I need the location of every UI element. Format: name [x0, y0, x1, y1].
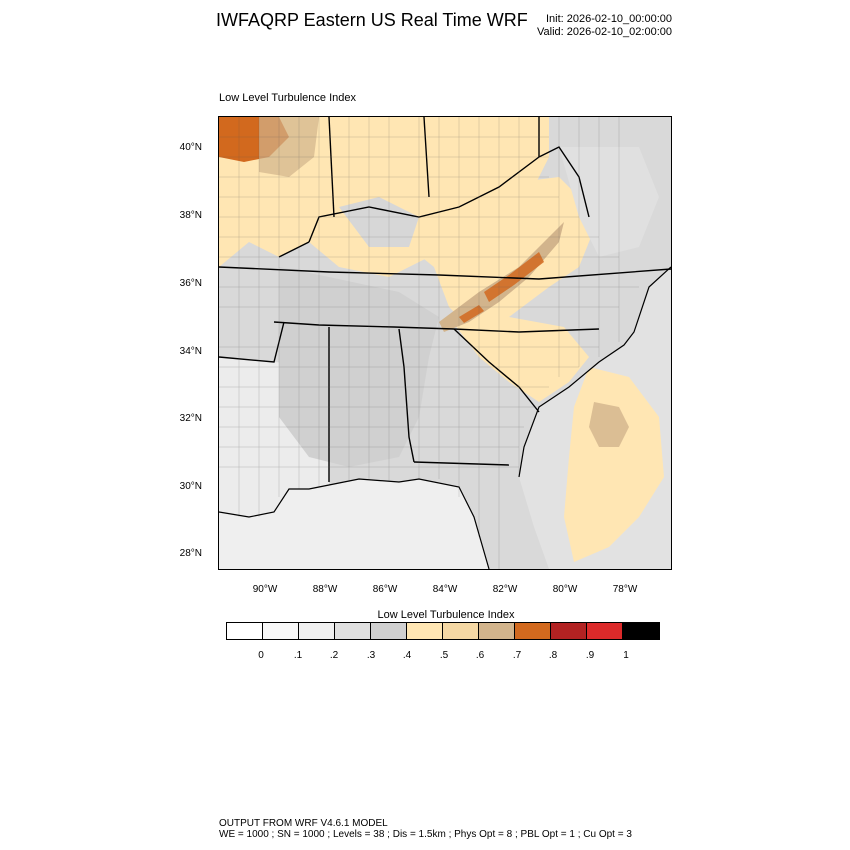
- colorbar-label: .8: [548, 650, 558, 661]
- virginia-gray: [559, 147, 659, 257]
- colorbar-swatch-10: [587, 623, 623, 639]
- colorbar-label: .9: [585, 650, 595, 661]
- colorbar-swatch-6: [443, 623, 479, 639]
- ridge-band: [439, 222, 564, 332]
- lat-label-40: 40°N: [179, 142, 202, 153]
- county-lines: [219, 117, 639, 569]
- colorbar-swatch-3: [335, 623, 371, 639]
- colorbar-label: .6: [475, 650, 485, 661]
- lon-label-78: 78°W: [612, 584, 638, 595]
- colorbar-label: .1: [293, 650, 303, 661]
- colorbar-swatch-5: [407, 623, 443, 639]
- colorbar: [226, 622, 660, 640]
- lat-label-30: 30°N: [179, 481, 202, 492]
- map-panel: [218, 116, 672, 570]
- ridge-core-2: [459, 305, 484, 323]
- lat-label-28: 28°N: [179, 548, 202, 559]
- atlantic-core: [589, 402, 629, 447]
- valid-time: Valid: 2026-02-10_02:00:00: [537, 26, 672, 38]
- footer-line-1: OUTPUT FROM WRF V4.6.1 MODEL: [219, 818, 388, 829]
- lat-label-38: 38°N: [179, 210, 202, 221]
- lat-label-36: 36°N: [179, 278, 202, 289]
- lon-label-86: 86°W: [372, 584, 398, 595]
- lon-label-84: 84°W: [432, 584, 458, 595]
- lon-label-80: 80°W: [552, 584, 578, 595]
- field-title: Low Level Turbulence Index: [219, 92, 356, 104]
- colorbar-label: .4: [402, 650, 412, 661]
- colorbar-label: .2: [329, 650, 339, 661]
- colorbar-label: .3: [366, 650, 376, 661]
- northwest-tan: [259, 117, 319, 177]
- footer-line-2: WE = 1000 ; SN = 1000 ; Levels = 38 ; Di…: [219, 829, 632, 840]
- main-title: IWFAQRP Eastern US Real Time WRF: [216, 10, 528, 30]
- colorbar-swatch-1: [263, 623, 299, 639]
- colorbar-label: 0: [258, 650, 264, 661]
- colorbar-label: 1: [623, 650, 629, 661]
- colorbar-swatch-11: [623, 623, 659, 639]
- lat-label-34: 34°N: [179, 346, 202, 357]
- lon-label-82: 82°W: [492, 584, 518, 595]
- colorbar-swatch-2: [299, 623, 335, 639]
- coastline: [219, 266, 671, 569]
- colorbar-swatch-7: [479, 623, 515, 639]
- time-info: Init: 2026-02-10_00:00:00 Valid: 2026-02…: [500, 13, 672, 39]
- colorbar-label: .5: [439, 650, 449, 661]
- turbulence-map: [219, 117, 671, 569]
- colorbar-swatch-4: [371, 623, 407, 639]
- colorbar-swatch-0: [227, 623, 263, 639]
- lon-label-88: 88°W: [312, 584, 338, 595]
- colorbar-label: .7: [512, 650, 522, 661]
- colorbar-title: Low Level Turbulence Index: [377, 609, 515, 621]
- model-footer: OUTPUT FROM WRF V4.6.1 MODEL WE = 1000 ;…: [219, 818, 632, 840]
- init-time: Init: 2026-02-10_00:00:00: [546, 13, 672, 25]
- colorbar-swatch-8: [515, 623, 551, 639]
- atlantic-warm-area: [564, 367, 664, 562]
- colorbar-swatch-9: [551, 623, 587, 639]
- lon-label-90: 90°W: [252, 584, 278, 595]
- lat-label-32: 32°N: [179, 413, 202, 424]
